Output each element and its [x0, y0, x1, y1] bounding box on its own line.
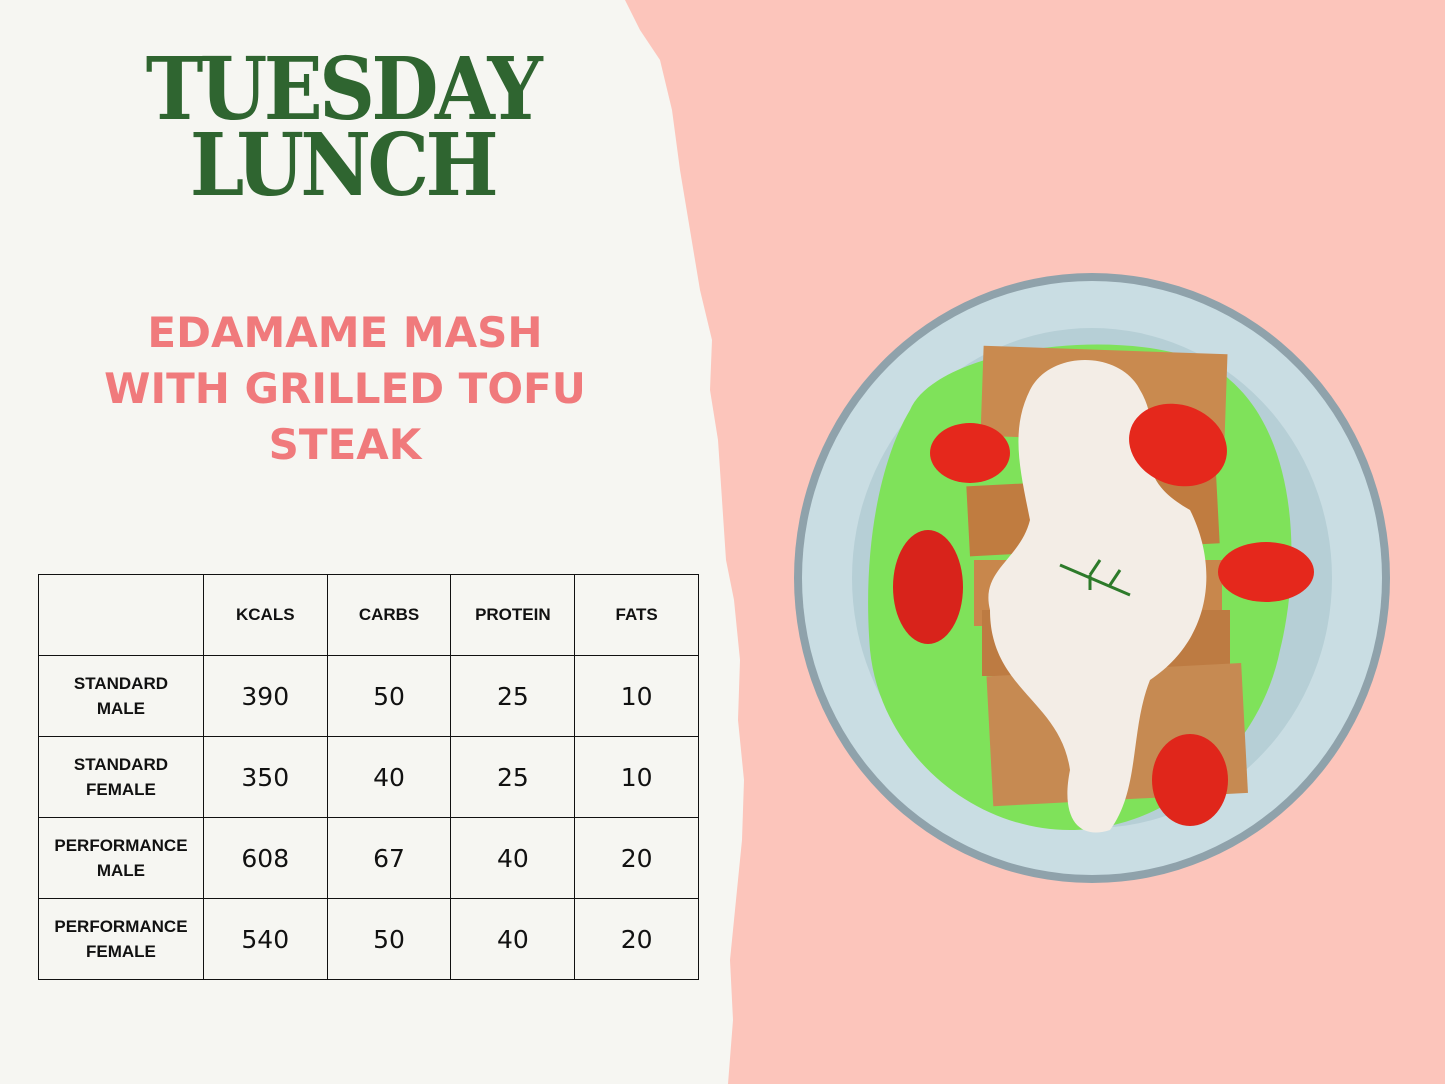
dish-name-line-3: STEAK: [268, 420, 422, 469]
row-label-line-2: MALE: [96, 861, 146, 880]
protein-cell: 40: [450, 898, 576, 980]
protein-cell: 40: [450, 817, 576, 899]
table-row: STANDARD FEMALE 350 40 25 10: [38, 736, 699, 818]
carbs-cell: 40: [326, 736, 452, 818]
row-label-line-1: STANDARD: [73, 674, 168, 693]
dill-garnish: [1059, 559, 1131, 597]
fats-cell: 10: [574, 736, 699, 818]
fats-cell: 20: [574, 817, 699, 899]
kcals-cell: 350: [202, 736, 328, 818]
table-row: PERFORMANCE MALE 608 67 40 20: [38, 817, 699, 899]
row-label-line-2: MALE: [96, 699, 146, 718]
header-protein: PROTEIN: [450, 574, 576, 656]
protein-cell: 25: [450, 736, 576, 818]
table-header-row: KCALS CARBS PROTEIN FATS: [38, 574, 699, 656]
nutrition-table: KCALS CARBS PROTEIN FATS STANDARD MALE 39…: [38, 574, 699, 980]
dish-name-line-2: WITH GRILLED TOFU: [104, 364, 586, 413]
row-label: PERFORMANCE FEMALE: [38, 898, 204, 980]
row-label: STANDARD FEMALE: [38, 736, 204, 818]
header-carbs: CARBS: [326, 574, 452, 656]
sauce: [988, 360, 1207, 833]
carbs-cell: 50: [326, 655, 452, 737]
dish-photo: [794, 273, 1390, 883]
header-fats: FATS: [574, 574, 699, 656]
header-blank: [38, 574, 204, 656]
fats-cell: 20: [574, 898, 699, 980]
carbs-cell: 67: [326, 817, 452, 899]
fats-cell: 10: [574, 655, 699, 737]
table-row: STANDARD MALE 390 50 25 10: [38, 655, 699, 737]
row-label: STANDARD MALE: [38, 655, 204, 737]
row-label-line-1: PERFORMANCE: [54, 836, 188, 855]
row-label-line-2: FEMALE: [86, 780, 156, 799]
page-title: TUESDAY LUNCH: [142, 39, 543, 216]
cherry-tomatoes: [893, 403, 1314, 826]
row-label-line-2: FEMALE: [86, 942, 156, 961]
title-line-1: TUESDAY: [145, 39, 543, 140]
row-label: PERFORMANCE MALE: [38, 817, 204, 899]
kcals-cell: 390: [202, 655, 328, 737]
kcals-cell: 540: [202, 898, 328, 980]
dish-name: EDAMAME MASH WITH GRILLED TOFU STEAK: [60, 305, 630, 473]
row-label-line-1: PERFORMANCE: [54, 917, 188, 936]
dish-name-line-1: EDAMAME MASH: [147, 308, 543, 357]
protein-cell: 25: [450, 655, 576, 737]
header-kcals: KCALS: [202, 574, 328, 656]
row-label-line-1: STANDARD: [73, 755, 168, 774]
carbs-cell: 50: [326, 898, 452, 980]
kcals-cell: 608: [202, 817, 328, 899]
title-line-2: LUNCH: [189, 115, 499, 216]
table-row: PERFORMANCE FEMALE 540 50 40 20: [38, 898, 699, 980]
